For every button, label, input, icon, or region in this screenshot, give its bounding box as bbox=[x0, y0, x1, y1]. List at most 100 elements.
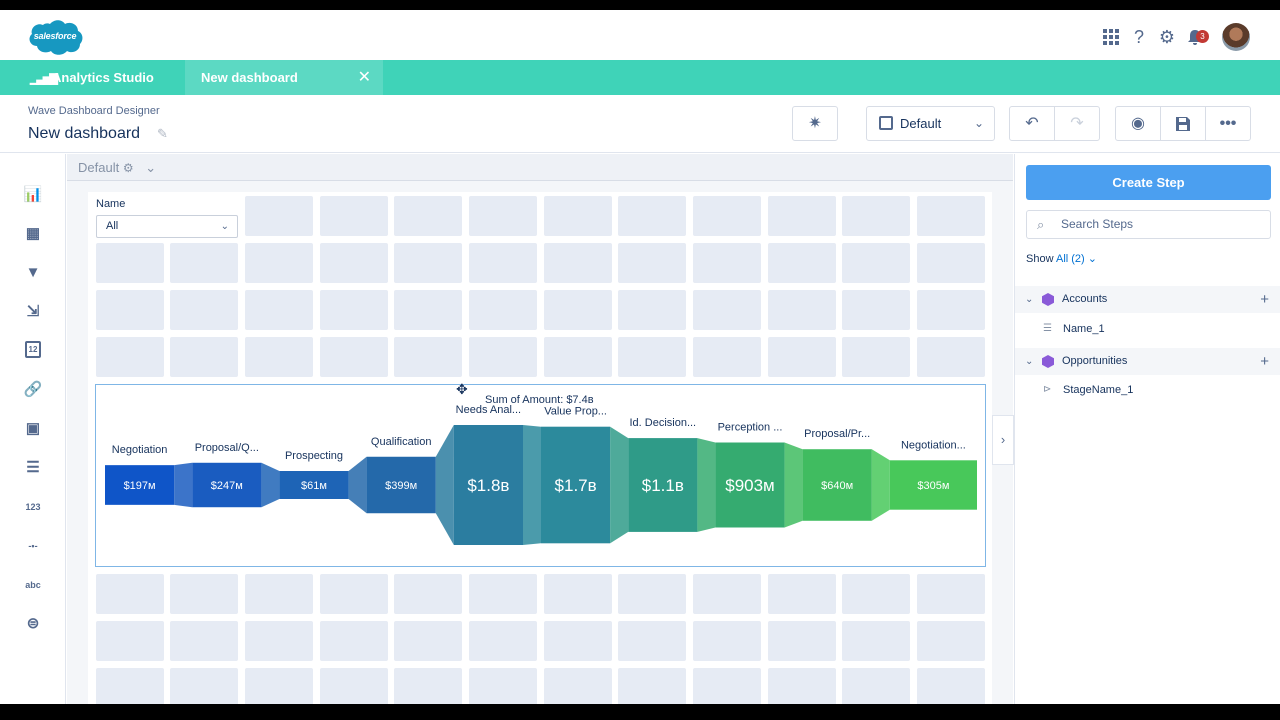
funnel-segment[interactable] bbox=[802, 449, 872, 521]
grid-cell[interactable] bbox=[320, 574, 388, 614]
move-handle-icon[interactable]: ✥ bbox=[456, 381, 468, 397]
grid-cell[interactable] bbox=[320, 621, 388, 661]
grid-cell[interactable] bbox=[917, 290, 985, 330]
grid-cell[interactable] bbox=[842, 337, 910, 377]
grid-cell[interactable] bbox=[320, 337, 388, 377]
grid-cell[interactable] bbox=[469, 290, 537, 330]
setup-gear-icon[interactable]: ⚙ bbox=[1158, 27, 1176, 47]
grid-cell[interactable] bbox=[917, 337, 985, 377]
grid-cell[interactable] bbox=[842, 290, 910, 330]
salesforce-logo[interactable]: salesforce bbox=[26, 18, 84, 58]
layout-select[interactable]: Default ⌄ bbox=[866, 106, 995, 141]
funnel-segment[interactable] bbox=[715, 442, 785, 528]
toggle-icon[interactable]: ⊜ bbox=[26, 615, 40, 632]
grid-cell[interactable] bbox=[245, 196, 313, 236]
grid-cell[interactable] bbox=[618, 290, 686, 330]
link-icon[interactable]: 🔗 bbox=[23, 381, 43, 398]
step-group-accounts[interactable]: ⌄ Accounts + bbox=[1015, 286, 1280, 313]
grid-cell[interactable] bbox=[544, 337, 612, 377]
grid-cell[interactable] bbox=[394, 574, 462, 614]
grid-cell[interactable] bbox=[768, 196, 836, 236]
grid-cell[interactable] bbox=[96, 621, 164, 661]
grid-cell[interactable] bbox=[469, 668, 537, 704]
grid-cell[interactable] bbox=[768, 621, 836, 661]
number-icon[interactable]: 123 bbox=[25, 502, 41, 512]
grid-cell[interactable] bbox=[394, 668, 462, 704]
grid-cell[interactable] bbox=[917, 621, 985, 661]
grid-cell[interactable] bbox=[618, 574, 686, 614]
grid-cell[interactable] bbox=[96, 668, 164, 704]
grid-cell[interactable] bbox=[618, 621, 686, 661]
grid-cell[interactable] bbox=[842, 196, 910, 236]
grid-cell[interactable] bbox=[96, 337, 164, 377]
chart-icon[interactable]: 📊 bbox=[23, 186, 43, 203]
funnel-segment[interactable] bbox=[366, 456, 436, 514]
grid-cell[interactable] bbox=[170, 243, 238, 283]
grid-cell[interactable] bbox=[469, 621, 537, 661]
app-name[interactable]: ▁▃▅▇Analytics Studio bbox=[30, 60, 154, 95]
grid-cell[interactable] bbox=[394, 337, 462, 377]
grid-cell[interactable] bbox=[170, 668, 238, 704]
step-group-opportunities[interactable]: ⌄ Opportunities + bbox=[1015, 348, 1280, 375]
collapse-panel-button[interactable]: › bbox=[992, 415, 1014, 465]
grid-cell[interactable] bbox=[544, 574, 612, 614]
redo-button[interactable]: ↷ bbox=[1054, 106, 1100, 141]
name-filter-select[interactable]: All ⌄ bbox=[96, 215, 238, 238]
funnel-segment[interactable] bbox=[889, 460, 977, 510]
tab-new-dashboard[interactable]: New dashboard ✕ bbox=[185, 60, 383, 95]
grid-cell[interactable] bbox=[618, 337, 686, 377]
grid-cell[interactable] bbox=[768, 668, 836, 704]
grid-cell[interactable] bbox=[842, 668, 910, 704]
grid-cell[interactable] bbox=[245, 243, 313, 283]
grid-cell[interactable] bbox=[693, 243, 761, 283]
grid-cell[interactable] bbox=[768, 243, 836, 283]
edit-title-icon[interactable]: ✎ bbox=[157, 126, 168, 141]
app-launcher-icon[interactable] bbox=[1101, 27, 1121, 47]
grid-cell[interactable] bbox=[320, 668, 388, 704]
grid-cell[interactable] bbox=[544, 196, 612, 236]
grid-cell[interactable] bbox=[693, 337, 761, 377]
grid-cell[interactable] bbox=[170, 290, 238, 330]
step-item[interactable]: ☰ Name_1 bbox=[1015, 315, 1280, 343]
grid-cell[interactable] bbox=[469, 574, 537, 614]
grid-cell[interactable] bbox=[842, 243, 910, 283]
grid-cell[interactable] bbox=[618, 668, 686, 704]
grid-cell[interactable] bbox=[96, 574, 164, 614]
grid-cell[interactable] bbox=[245, 574, 313, 614]
step-item[interactable]: ⊳ StageName_1 bbox=[1015, 376, 1280, 404]
grid-cell[interactable] bbox=[693, 196, 761, 236]
table-icon[interactable]: ▦ bbox=[25, 225, 41, 242]
range-icon[interactable]: -•- bbox=[28, 541, 38, 551]
grid-cell[interactable] bbox=[320, 243, 388, 283]
date-icon[interactable]: 12 bbox=[25, 341, 41, 358]
grid-cell[interactable] bbox=[394, 243, 462, 283]
name-list-widget[interactable]: Name All ⌄ bbox=[96, 198, 238, 238]
grid-cell[interactable] bbox=[917, 574, 985, 614]
list-icon[interactable]: ☰ bbox=[26, 459, 40, 476]
grid-cell[interactable] bbox=[469, 337, 537, 377]
funnel-segment[interactable] bbox=[105, 465, 175, 505]
funnel-segment[interactable] bbox=[628, 438, 698, 532]
grid-cell[interactable] bbox=[469, 243, 537, 283]
grid-cell[interactable] bbox=[693, 668, 761, 704]
grid-cell[interactable] bbox=[618, 243, 686, 283]
help-icon[interactable]: ? bbox=[1133, 27, 1144, 47]
layout-label[interactable]: Default ⚙ ⌄ bbox=[78, 154, 156, 182]
grid-cell[interactable] bbox=[96, 243, 164, 283]
preview-button[interactable]: ◉ bbox=[1115, 106, 1161, 141]
grid-cell[interactable] bbox=[245, 621, 313, 661]
grid-cell[interactable] bbox=[96, 290, 164, 330]
grid-cell[interactable] bbox=[768, 290, 836, 330]
grid-cell[interactable] bbox=[170, 337, 238, 377]
grid-cell[interactable] bbox=[170, 574, 238, 614]
search-steps-input[interactable]: ⌕ Search Steps bbox=[1026, 210, 1271, 239]
grid-cell[interactable] bbox=[693, 290, 761, 330]
grid-cell[interactable] bbox=[394, 290, 462, 330]
grid-cell[interactable] bbox=[170, 621, 238, 661]
grid-cell[interactable] bbox=[544, 621, 612, 661]
image-icon[interactable]: ▣ bbox=[25, 420, 41, 437]
save-button[interactable] bbox=[1160, 106, 1206, 141]
add-step-icon[interactable]: + bbox=[1260, 353, 1269, 370]
add-step-icon[interactable]: + bbox=[1260, 291, 1269, 308]
grid-cell[interactable] bbox=[768, 337, 836, 377]
